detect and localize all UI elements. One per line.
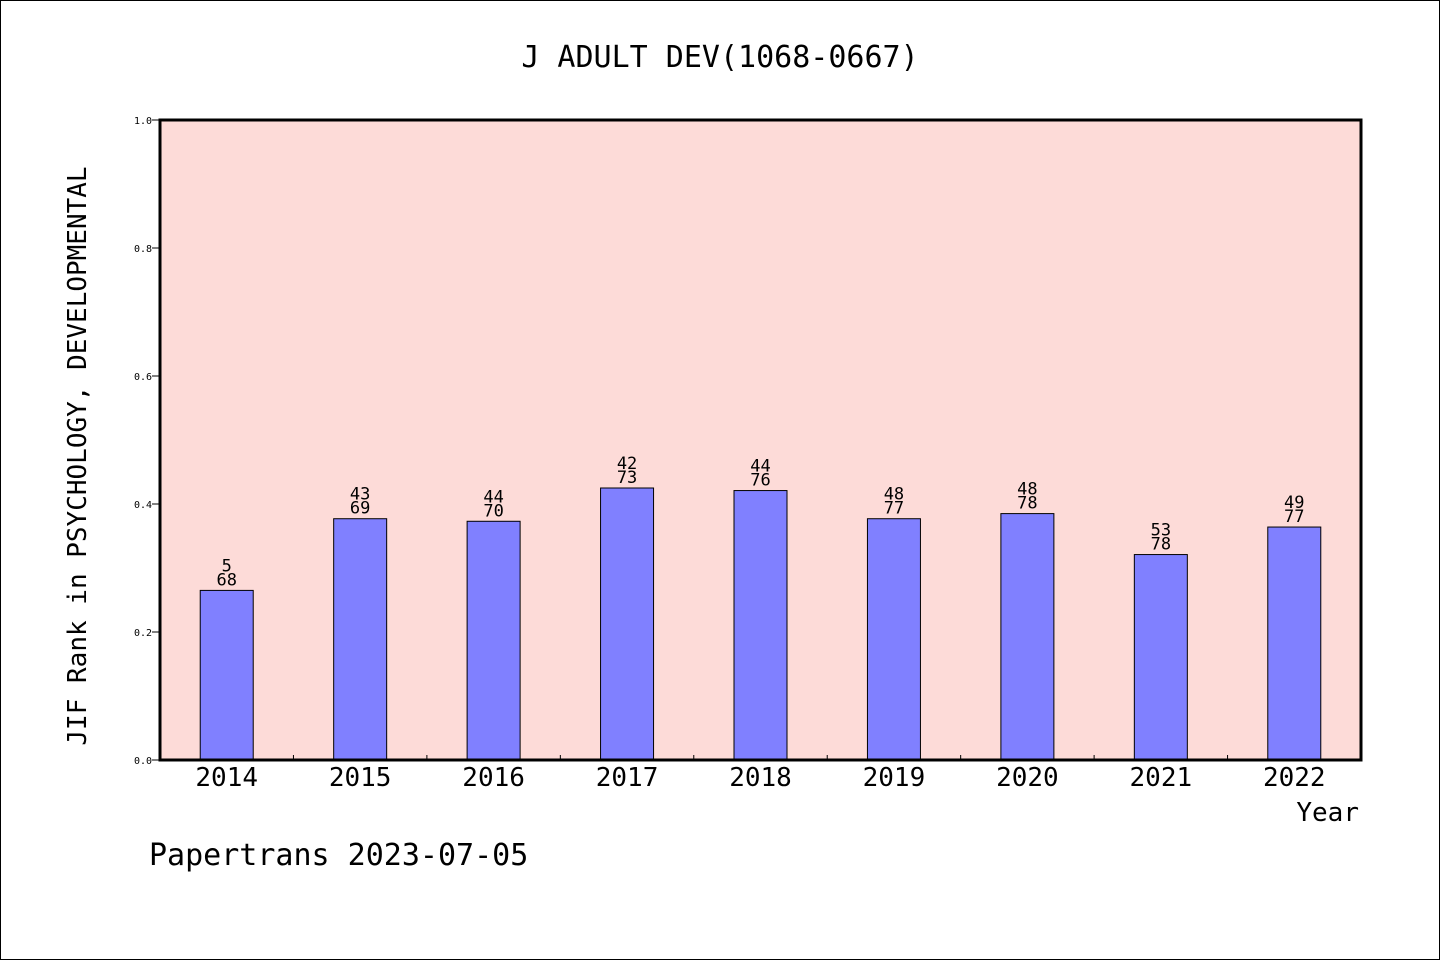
bar <box>1000 513 1055 761</box>
bar <box>1267 526 1322 761</box>
bar-label-rank: 5 <box>222 556 232 576</box>
bar-label-rank: 42 <box>617 454 637 474</box>
bar-label-rank: 53 <box>1151 521 1171 541</box>
y-tick-label: 0.2 <box>134 628 152 639</box>
bar-label-total: 78 <box>1017 494 1037 514</box>
chart-title: J ADULT DEV(1068-0667) <box>521 40 918 75</box>
x-tick-label: 2021 <box>1130 763 1193 793</box>
bar-label-rank: 44 <box>750 457 770 477</box>
y-tick-label: 1.0 <box>134 116 152 127</box>
x-tick-label: 2014 <box>195 763 258 793</box>
x-tick-label: 2017 <box>596 763 659 793</box>
x-tick-label: 2016 <box>462 763 525 793</box>
y-tick-label: 0.4 <box>134 500 152 511</box>
bar <box>866 518 921 761</box>
x-axis-label: Year <box>1296 798 1359 828</box>
bar-label-rank: 44 <box>483 487 503 507</box>
y-tick-label: 0.6 <box>134 372 152 383</box>
bar-label-total: 73 <box>617 468 637 488</box>
bar-label-rank: 48 <box>884 485 904 505</box>
x-tick-label: 2019 <box>863 763 926 793</box>
bar-label-total: 70 <box>483 501 503 521</box>
y-tick-label: 0.8 <box>134 244 152 255</box>
bar-label-total: 77 <box>1284 507 1304 527</box>
plot-border <box>158 118 1363 762</box>
x-tick-label: 2022 <box>1263 763 1326 793</box>
x-tick-label: 2018 <box>729 763 792 793</box>
y-axis-label: JIF Rank in PSYCHOLOGY, DEVELOPMENTAL <box>63 166 93 745</box>
bar-label-total: 78 <box>1151 535 1171 555</box>
bar-label-total: 69 <box>350 499 370 519</box>
bar-label-total: 77 <box>884 499 904 519</box>
bar <box>199 589 254 761</box>
bar <box>1133 554 1188 761</box>
bar-label-rank: 43 <box>350 485 370 505</box>
x-tick-label: 2015 <box>329 763 392 793</box>
bar-label-rank: 49 <box>1284 493 1304 513</box>
bar <box>733 490 788 761</box>
bar-label-total: 76 <box>750 471 770 491</box>
y-tick-label: 0.0 <box>134 756 152 767</box>
bar-label-total: 68 <box>216 570 236 590</box>
bar <box>333 518 388 761</box>
bar-label-rank: 48 <box>1017 480 1037 500</box>
x-tick-label: 2020 <box>996 763 1059 793</box>
bar <box>600 487 655 761</box>
bar <box>466 520 521 761</box>
footer-text: Papertrans 2023-07-05 <box>149 838 528 873</box>
